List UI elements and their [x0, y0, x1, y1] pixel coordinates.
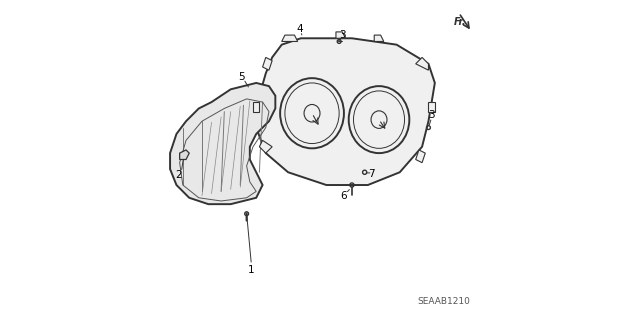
Text: 2: 2	[175, 170, 182, 181]
Polygon shape	[282, 35, 298, 41]
Polygon shape	[416, 57, 428, 70]
Text: 1: 1	[248, 264, 255, 275]
Polygon shape	[256, 38, 435, 185]
Polygon shape	[262, 57, 272, 70]
Polygon shape	[259, 140, 272, 153]
Polygon shape	[374, 35, 384, 41]
Text: 6: 6	[340, 191, 348, 201]
Text: 5: 5	[239, 71, 245, 82]
Text: 3: 3	[340, 30, 346, 40]
Polygon shape	[253, 102, 259, 112]
Text: SEAAB1210: SEAAB1210	[417, 297, 470, 306]
Text: 4: 4	[296, 24, 303, 34]
Text: 3: 3	[428, 110, 435, 120]
Polygon shape	[416, 150, 425, 163]
Polygon shape	[180, 150, 189, 160]
Polygon shape	[428, 102, 435, 112]
Polygon shape	[170, 83, 275, 204]
Polygon shape	[336, 32, 346, 38]
Text: Fr.: Fr.	[454, 17, 467, 27]
Text: 7: 7	[368, 169, 374, 179]
